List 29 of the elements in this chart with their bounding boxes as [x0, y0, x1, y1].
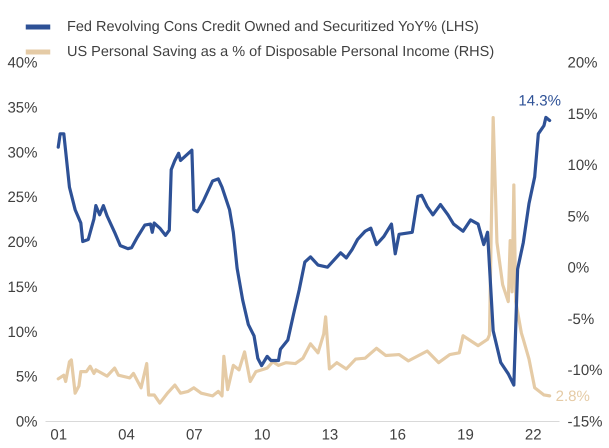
y-tick-label: 5% [16, 368, 38, 386]
legend-label: US Personal Saving as a % of Disposable Personal Income (RHS) [67, 44, 494, 60]
x-tick-label: 22 [524, 426, 542, 444]
y-tick-label: 0% [16, 414, 38, 430]
legend-label: Fed Revolving Cons Credit Owned and Securitized YoY% (LHS) [67, 19, 479, 35]
y2-tick-label: -10% [568, 362, 603, 380]
data-label: 14.3% [518, 92, 561, 110]
y-tick-label: 10% [7, 324, 38, 341]
x-tick-label: 01 [50, 426, 68, 444]
x-tick-label: 13 [322, 426, 338, 444]
y2-tick-label: 0% [568, 260, 590, 277]
y2-tick-label: -15% [568, 414, 603, 430]
y2-tick-label: 20% [568, 54, 598, 72]
y-tick-label: 40% [7, 54, 38, 72]
x-tick-label: 10 [254, 426, 270, 444]
x-tick-label: 16 [389, 426, 406, 444]
y2-tick-label: 10% [568, 157, 598, 174]
y2-tick-label: 5% [568, 208, 590, 226]
x-tick-label: 04 [118, 426, 135, 444]
x-tick-label: 19 [457, 426, 474, 444]
y2-tick-label: 15% [568, 106, 598, 123]
y-tick-label: 30% [7, 144, 38, 162]
data-label: 2.8% [556, 388, 590, 405]
y-tick-label: 35% [7, 99, 38, 116]
y-tick-label: 20% [7, 234, 38, 251]
y-tick-label: 25% [7, 189, 38, 206]
y2-tick-label: -5% [568, 310, 594, 328]
y-tick-label: 15% [7, 278, 38, 296]
x-tick-label: 07 [186, 426, 203, 444]
